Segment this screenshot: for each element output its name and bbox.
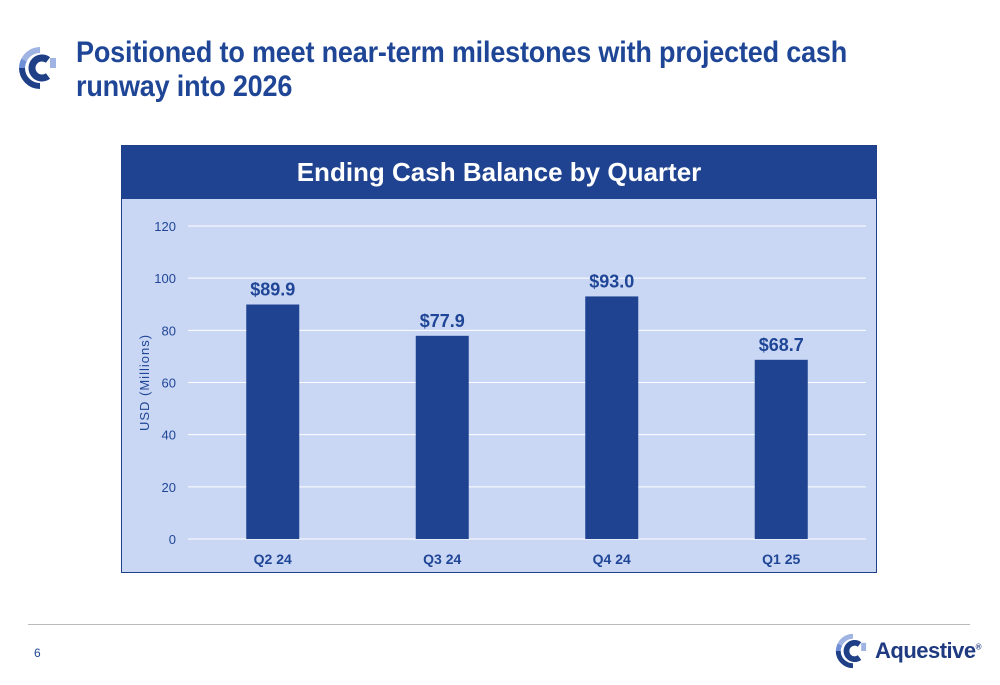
y-tick-label: 40 (162, 428, 176, 443)
bar (246, 304, 300, 539)
x-tick-label: Q2 24 (254, 551, 292, 567)
y-tick-label: 20 (162, 480, 176, 495)
page-number: 6 (34, 646, 41, 660)
x-tick-label: Q4 24 (593, 551, 631, 567)
chart-title: Ending Cash Balance by Quarter (122, 146, 876, 199)
y-tick-label: 100 (154, 271, 176, 286)
y-tick-label: 0 (169, 532, 176, 547)
x-tick-label: Q3 24 (423, 551, 461, 567)
bar (585, 296, 639, 539)
y-tick-label: 80 (162, 323, 176, 338)
data-label: $68.7 (759, 335, 804, 355)
bar (754, 359, 808, 539)
brand-name: Aquestive® (875, 638, 982, 663)
data-label: $89.9 (250, 280, 295, 300)
bar (415, 335, 469, 539)
data-label: $93.0 (589, 271, 634, 291)
footer-divider (28, 624, 970, 625)
data-label: $77.9 (420, 311, 465, 331)
y-tick-label: 60 (162, 376, 176, 391)
footer-brand: Aquestive® (835, 631, 982, 671)
bar-chart: 0 20 40 60 80 100 120 USD (Millions) $89.9 Q2 24 $… (137, 219, 866, 567)
chart-panel: Ending Cash Balance by Quarter 0 20 40 60 80… (121, 145, 877, 573)
y-tick-label: 120 (154, 219, 176, 234)
aquestive-logo-icon (835, 633, 867, 669)
y-axis-title: USD (Millions) (137, 334, 152, 431)
page-title: Positioned to meet near-term milestones … (76, 36, 848, 103)
aquestive-logo-icon (19, 47, 56, 89)
x-tick-label: Q1 25 (762, 551, 800, 567)
